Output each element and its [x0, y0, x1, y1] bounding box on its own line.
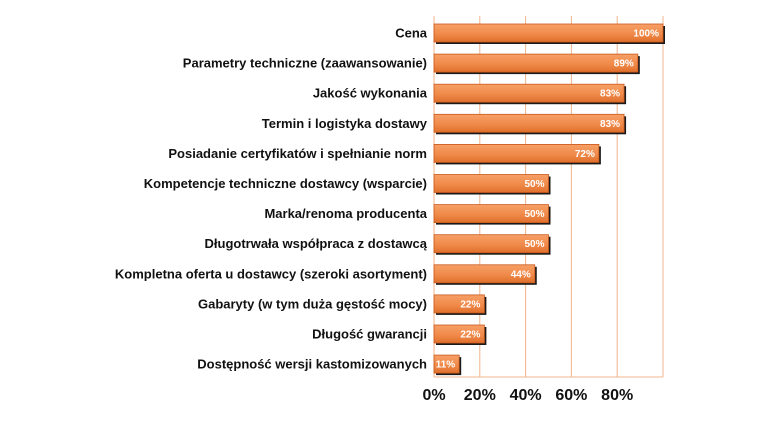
category-label: Termin i logistyka dostawy [262, 116, 428, 131]
category-label: Długość gwarancji [312, 327, 427, 342]
bar [433, 264, 536, 284]
grid-lines [433, 16, 664, 378]
data-label: 50% [524, 239, 544, 250]
data-label: 72% [575, 149, 595, 160]
data-label: 83% [600, 119, 620, 130]
bar [433, 143, 600, 163]
data-label: 22% [460, 330, 480, 341]
data-label: 22% [460, 299, 480, 310]
x-tick-label: 60% [555, 387, 587, 404]
bar [433, 23, 664, 43]
data-label: 100% [633, 29, 659, 40]
category-labels: Cena Parametry techniczne (zaawansowanie)… [115, 26, 428, 372]
bar [433, 354, 460, 374]
data-label: 83% [600, 89, 620, 100]
bar [433, 204, 549, 224]
category-label: Kompetencje techniczne dostawcy (wsparci… [144, 176, 427, 191]
x-tick-label: 20% [464, 387, 496, 404]
x-tick-label: 40% [510, 387, 542, 404]
bar [433, 234, 549, 254]
x-axis-ticks: 0% 20% 40% 60% 80% [422, 387, 633, 404]
category-label: Posiadanie certyfikatów i spełnianie nor… [168, 146, 427, 161]
data-label: 11% [436, 360, 456, 371]
category-label: Długotrwała współpraca z dostawcą [205, 236, 428, 251]
category-label: Kompletna oferta u dostawcy (szeroki aso… [115, 266, 427, 281]
bar [433, 294, 485, 314]
data-label: 89% [614, 59, 634, 70]
category-label: Marka/renoma producenta [264, 206, 427, 221]
x-tick-label: 80% [601, 387, 633, 404]
data-label: 50% [524, 209, 544, 220]
bars: 100% 89% 83% 83% 72% 50% 50% 50% 44% 22% 22% 11% [433, 23, 665, 376]
category-label: Dostępność wersji kastomizowanych [197, 357, 427, 372]
category-label: Gabaryty (w tym duża gęstość mocy) [198, 296, 427, 311]
category-label: Parametry techniczne (zaawansowanie) [183, 56, 427, 71]
bar [433, 83, 625, 103]
category-label: Jakość wykonania [313, 86, 428, 101]
data-label: 50% [524, 179, 544, 190]
data-label: 44% [511, 269, 531, 280]
bar [433, 174, 549, 193]
bar [433, 324, 485, 344]
bar [433, 53, 639, 73]
category-label: Cena [395, 26, 428, 41]
x-tick-label: 0% [422, 387, 445, 404]
bar [433, 113, 625, 133]
